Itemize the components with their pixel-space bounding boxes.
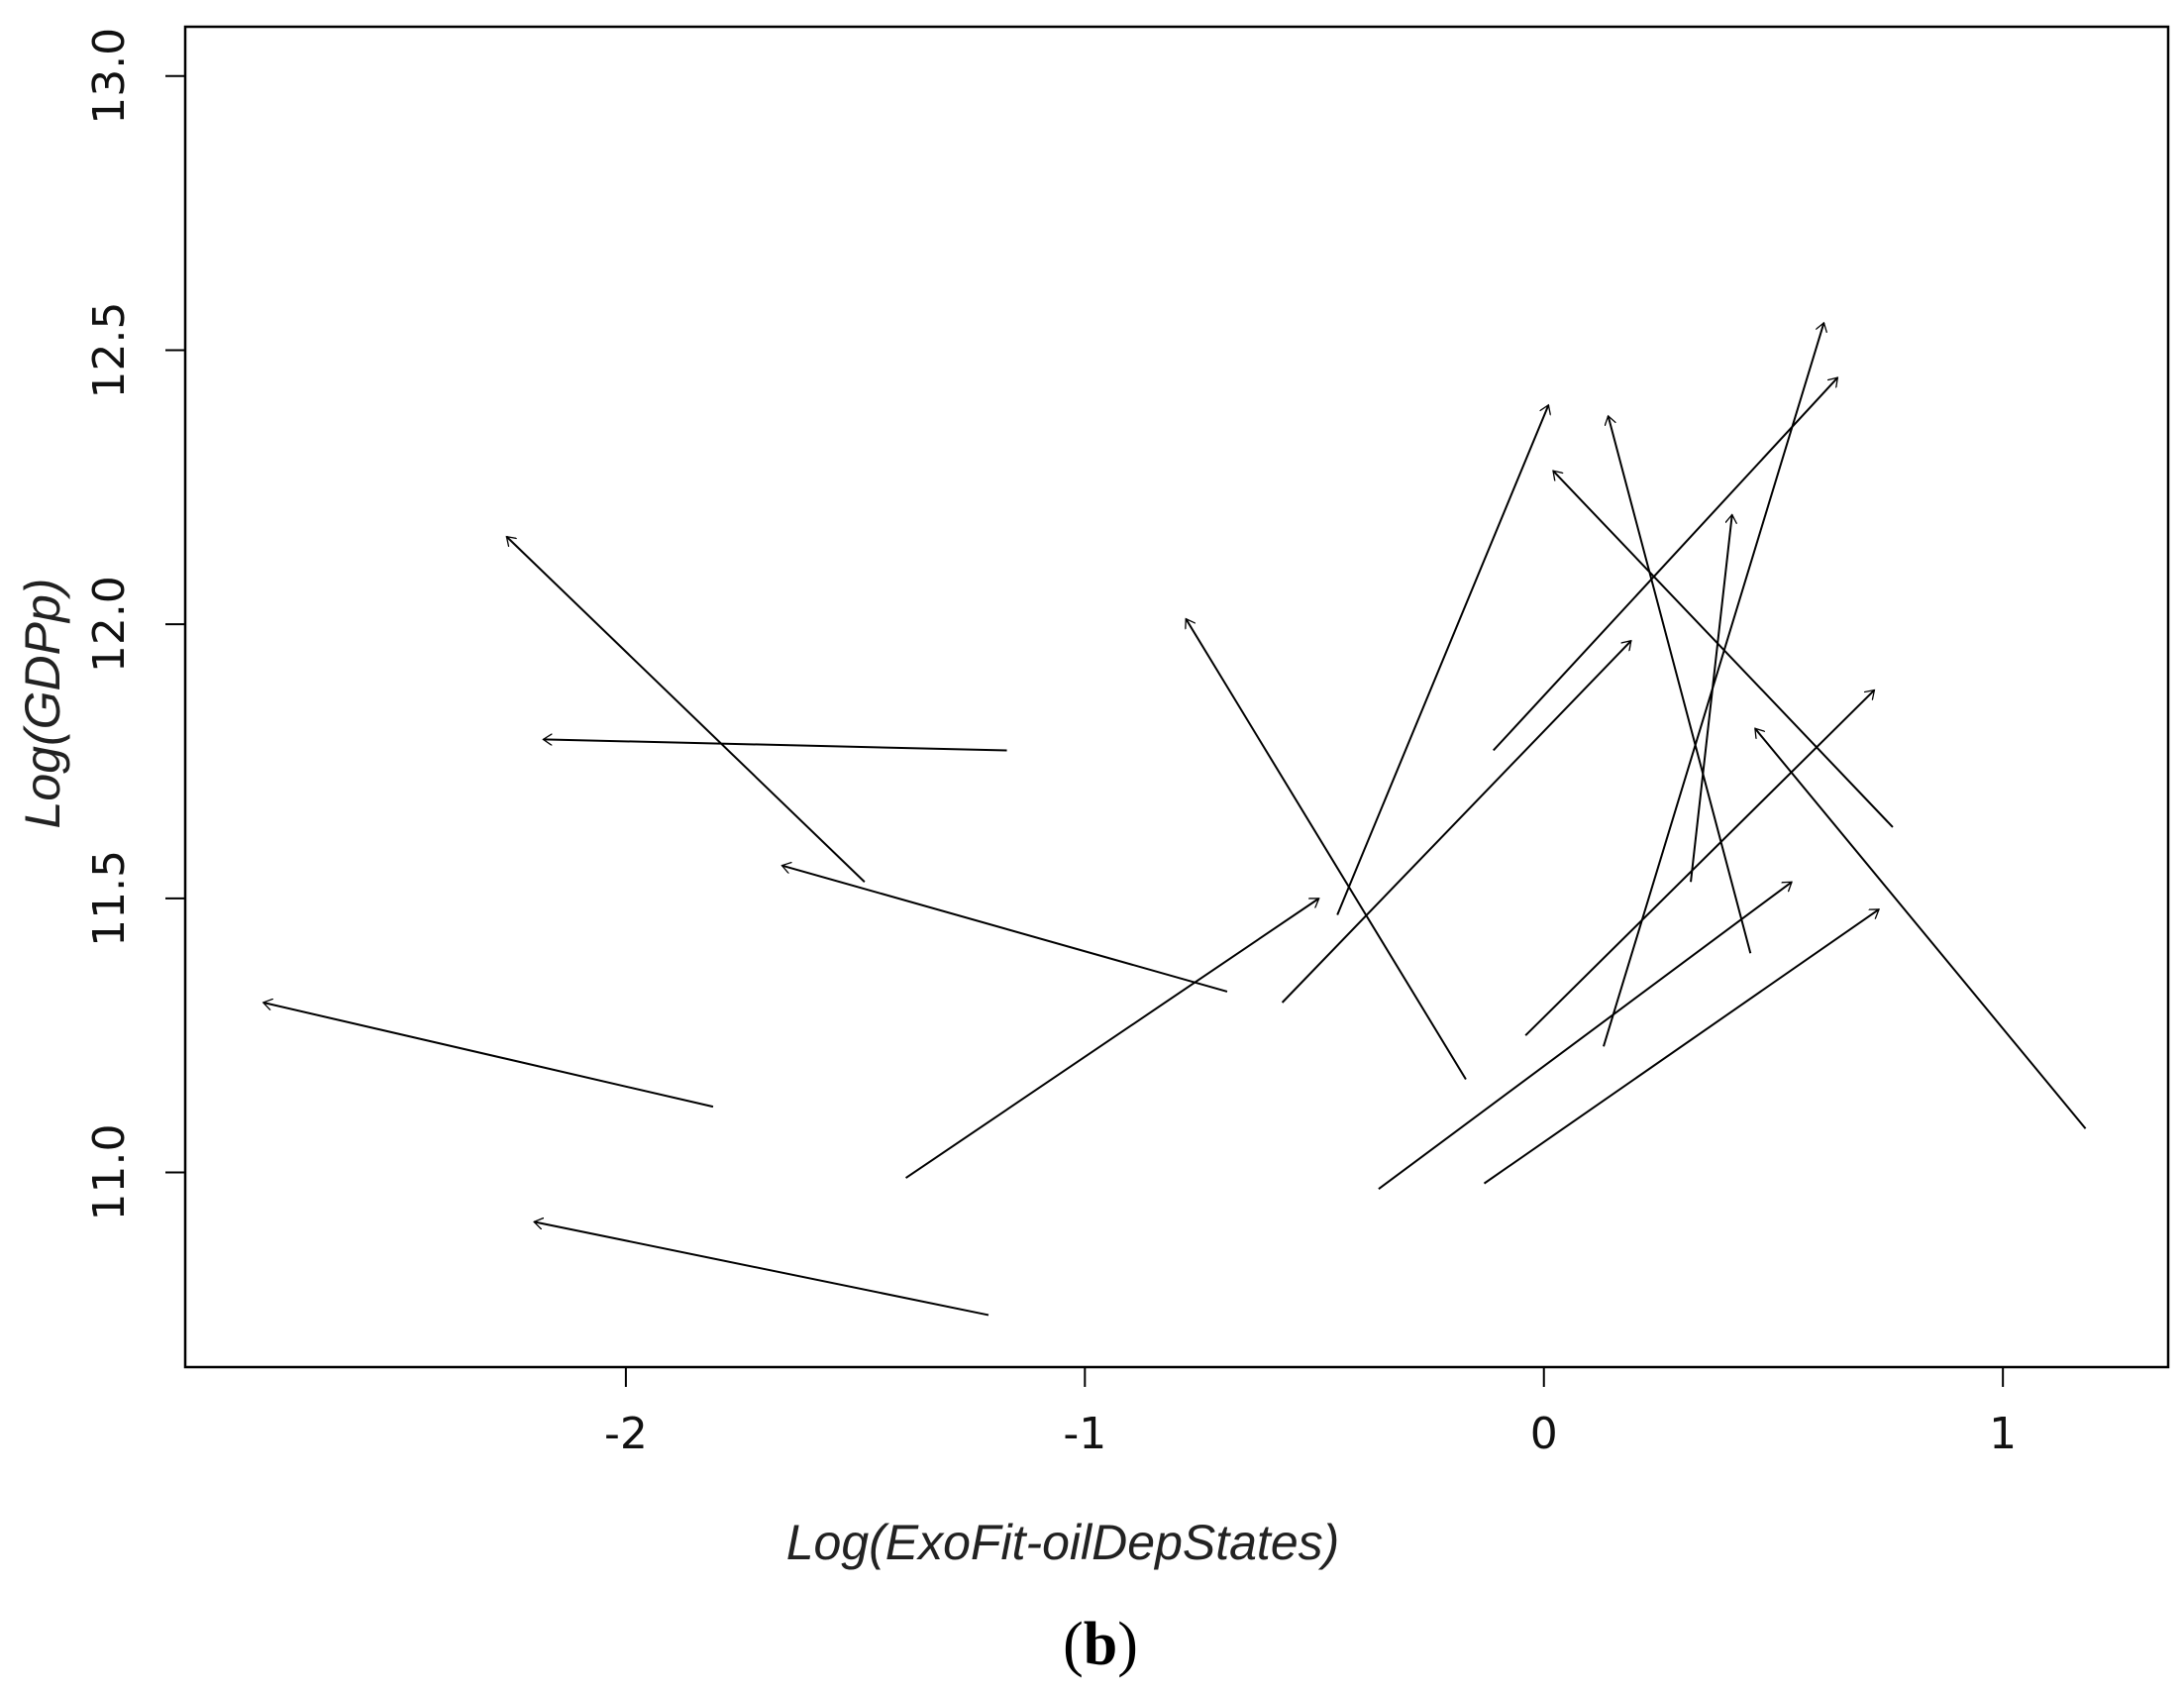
arrow-series [263, 323, 2087, 1317]
trajectory-arrow [1281, 641, 1631, 1004]
x-axis: -2 -1 0 1 [604, 1367, 2017, 1459]
trajectory-arrow [534, 1221, 989, 1317]
trajectory-arrow [1493, 377, 1838, 752]
y-axis: 11.0 11.5 12.0 12.5 13.0 [84, 28, 185, 1221]
trajectory-arrow [1609, 416, 1752, 954]
trajectory-arrow [1690, 515, 1732, 883]
trajectory-arrow [1483, 908, 1879, 1185]
panel-label-open: ( [1063, 1611, 1084, 1678]
trajectory-arrow [263, 1003, 714, 1109]
trajectory-arrow [905, 898, 1319, 1179]
trajectory-arrow [781, 866, 1228, 993]
trajectory-arrow [1378, 881, 1792, 1190]
x-tick-label: -2 [604, 1409, 648, 1459]
x-tick-label: 0 [1530, 1409, 1558, 1459]
trajectory-arrow [1754, 728, 2087, 1129]
x-tick-label: 1 [1989, 1409, 2017, 1459]
panel-label: (b) [1063, 1611, 1138, 1678]
x-tick-label: -1 [1063, 1409, 1106, 1459]
x-axis-title: Log(ExoFit-oilDepStates) [786, 1515, 1340, 1570]
y-tick-label: 13.0 [84, 28, 135, 125]
y-tick-label: 11.0 [84, 1124, 135, 1221]
y-tick-label: 11.5 [84, 850, 135, 947]
y-axis-title: Log(GDPp) [15, 579, 70, 829]
panel-label-letter: b [1084, 1611, 1117, 1678]
trajectory-arrow [1336, 405, 1548, 915]
y-tick-label: 12.5 [84, 302, 135, 399]
trajectory-arrow [1524, 690, 1874, 1036]
y-tick-label: 12.0 [84, 576, 135, 673]
trajectory-arrow [1553, 471, 1894, 828]
panel-label-close: ) [1117, 1611, 1138, 1678]
trajectory-arrow [543, 739, 1007, 752]
plot-frame [183, 25, 2170, 1369]
trajectory-arrow [506, 537, 866, 883]
trajectory-arrow [1186, 619, 1467, 1080]
